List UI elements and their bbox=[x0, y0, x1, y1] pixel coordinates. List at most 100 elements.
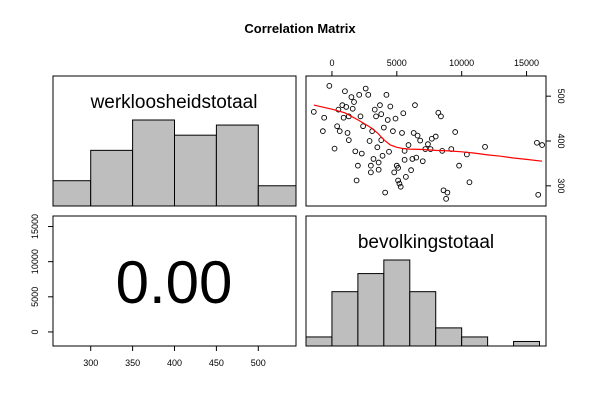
scatter-point bbox=[349, 105, 356, 112]
scatter-point bbox=[435, 109, 442, 116]
scatter-point bbox=[414, 132, 421, 139]
scatter-point bbox=[383, 91, 390, 98]
scatter-point bbox=[535, 191, 542, 198]
scatter-point bbox=[386, 148, 392, 155]
scatter-point bbox=[382, 189, 388, 196]
scatter-point bbox=[355, 162, 361, 169]
scatter-point bbox=[310, 109, 317, 115]
hist-top-bar bbox=[215, 124, 259, 207]
hist-top-bar bbox=[132, 119, 176, 207]
hist-bottom-bar bbox=[357, 273, 385, 347]
hist-top-bar bbox=[257, 185, 297, 207]
variable-label-werkloosheidstotaal: werkloosheidstotaal bbox=[90, 92, 258, 113]
scatter-point bbox=[368, 162, 374, 169]
scatter-point bbox=[380, 124, 387, 131]
scatter-point bbox=[321, 114, 328, 121]
histogram-top bbox=[52, 119, 297, 207]
scatter-point bbox=[417, 137, 424, 144]
scatter-point bbox=[395, 177, 401, 184]
scatter-point bbox=[377, 102, 383, 108]
scatter-x-tick-label: 0 bbox=[329, 58, 334, 68]
hist-bottom-bar bbox=[331, 291, 359, 347]
hist-bottom-bar bbox=[513, 340, 541, 347]
scatter-point bbox=[482, 143, 488, 150]
scatter-point bbox=[378, 111, 385, 117]
scatter-point bbox=[375, 166, 382, 173]
scatter-point bbox=[395, 165, 401, 171]
corr-x-tick-label: 500 bbox=[251, 358, 266, 368]
scatter-point bbox=[409, 156, 416, 162]
scatter-point bbox=[352, 148, 359, 155]
scatter-point bbox=[384, 117, 391, 123]
scatter-point bbox=[336, 128, 343, 134]
corr-y-tick-label: 5000 bbox=[30, 287, 40, 307]
scatter-point bbox=[413, 154, 420, 161]
scatter-x-tick-label: 5000 bbox=[387, 58, 407, 68]
scatter-point bbox=[432, 133, 439, 140]
scatter-point bbox=[466, 179, 473, 186]
scatter-point bbox=[340, 114, 347, 121]
scatter-point bbox=[357, 113, 364, 120]
scatter-point bbox=[334, 123, 340, 130]
scatter-y-tick-label: 400 bbox=[556, 133, 566, 148]
scatter-point bbox=[399, 130, 405, 136]
scatter-y-tick-label: 300 bbox=[556, 178, 566, 193]
corr-y-tick-label: 10000 bbox=[30, 249, 40, 274]
scatter-point bbox=[379, 152, 386, 159]
smooth-line bbox=[313, 104, 543, 162]
scatter-point bbox=[348, 94, 355, 100]
histogram-bottom bbox=[305, 259, 541, 347]
corr-x-tick-label: 350 bbox=[125, 358, 140, 368]
scatter-point bbox=[396, 180, 403, 187]
scatter-point bbox=[412, 102, 418, 108]
hist-bottom-bar bbox=[461, 336, 489, 347]
scatter-x-tick-label: 10000 bbox=[449, 58, 474, 68]
scatter-point bbox=[362, 85, 369, 92]
scatter-y-tick-label: 500 bbox=[556, 89, 566, 104]
panel-scatter bbox=[305, 75, 547, 207]
corr-x-tick-label: 450 bbox=[209, 358, 224, 368]
hist-bottom-bar bbox=[305, 336, 333, 347]
correlation-value: 0.00 bbox=[116, 249, 233, 316]
scatter-point bbox=[452, 129, 459, 135]
chart-title: Correlation Matrix bbox=[244, 21, 356, 36]
corr-y-tick-label: 15000 bbox=[30, 214, 40, 239]
scatter-point bbox=[373, 113, 379, 120]
scatter-point bbox=[419, 158, 426, 165]
scatter-point bbox=[331, 145, 338, 152]
scatter-point bbox=[408, 167, 414, 173]
scatter-point bbox=[392, 115, 399, 122]
corr-x-tick-label: 400 bbox=[167, 358, 182, 368]
scatter-point bbox=[356, 91, 363, 98]
scatter-point bbox=[353, 177, 360, 184]
scatter-point bbox=[410, 130, 417, 136]
scatter-point bbox=[351, 99, 357, 105]
scatter-point bbox=[358, 150, 365, 157]
hist-bottom-bar bbox=[409, 291, 437, 347]
scatter-point bbox=[345, 137, 352, 143]
hist-top-bar bbox=[174, 134, 217, 207]
hist-bottom-bar bbox=[435, 327, 463, 347]
scatter-point bbox=[370, 156, 377, 162]
scatter-point bbox=[438, 113, 444, 120]
scatter-point bbox=[390, 128, 396, 134]
scatter-point bbox=[425, 141, 431, 147]
scatter-point bbox=[366, 138, 373, 144]
scatter-point bbox=[387, 103, 394, 110]
scatter-point bbox=[397, 183, 404, 190]
scatter-point bbox=[326, 83, 333, 89]
scatter-point bbox=[335, 106, 342, 113]
scatter-point bbox=[401, 156, 408, 163]
scatter-point bbox=[374, 144, 381, 151]
scatter-point bbox=[391, 169, 398, 176]
scatter-point bbox=[360, 123, 366, 130]
scatter-point bbox=[320, 128, 326, 134]
scatter-x-tick-label: 15000 bbox=[514, 58, 539, 68]
scatter-point bbox=[444, 189, 451, 196]
scatter-point bbox=[405, 142, 412, 148]
scatter-point bbox=[371, 106, 378, 113]
scatter-point bbox=[342, 88, 348, 95]
hist-top-bar bbox=[52, 180, 92, 207]
